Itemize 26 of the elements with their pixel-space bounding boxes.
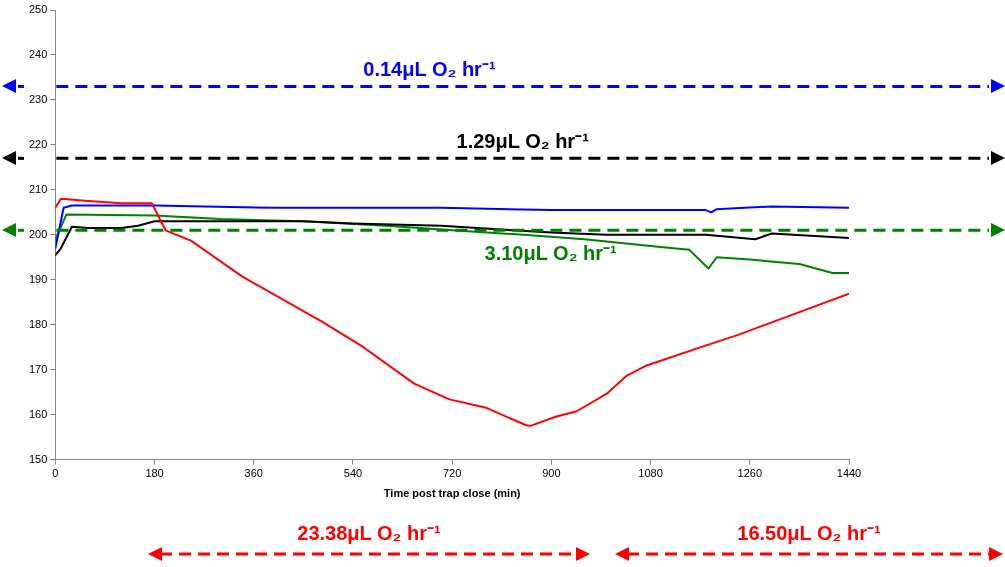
y-tick-label: 240 [28, 47, 48, 60]
ref-line-label: 3.10μL O₂ hr⁻¹ [484, 242, 618, 265]
y-tick-label: 250 [28, 3, 48, 16]
y-tick-label: 160 [28, 407, 48, 420]
ref-line-label: 0.14μL O₂ hr⁻¹ [363, 58, 496, 81]
y-tick-label: 150 [28, 452, 48, 465]
y-tick-label: 180 [28, 317, 48, 330]
y-tick-label: 200 [28, 227, 48, 240]
x-tick-label: 180 [145, 467, 164, 480]
x-tick-label: 720 [443, 467, 462, 480]
x-tick-label: 1440 [836, 467, 862, 480]
y-tick-label: 190 [28, 272, 48, 285]
text: 16.50μL O₂ hr⁻¹ [737, 521, 881, 546]
y-tick-label: 220 [28, 137, 48, 150]
x-tick-label: 0 [52, 467, 59, 480]
x-tick-label: 900 [542, 467, 561, 480]
x-axis-title: Time post trap close (min) [383, 487, 521, 500]
x-tick-label: 1260 [737, 467, 763, 480]
y-tick-label: 170 [28, 362, 48, 375]
y-tick-label: 210 [28, 182, 48, 195]
x-tick-label: 1080 [638, 467, 663, 480]
y-tick-label: 230 [28, 92, 48, 105]
x-tick-label: 540 [343, 467, 363, 480]
text: 23.38μL O₂ hr⁻¹ [297, 521, 441, 546]
ref-line-label: 1.29μL O₂ hr⁻¹ [456, 130, 590, 153]
x-tick-label: 360 [244, 467, 263, 480]
